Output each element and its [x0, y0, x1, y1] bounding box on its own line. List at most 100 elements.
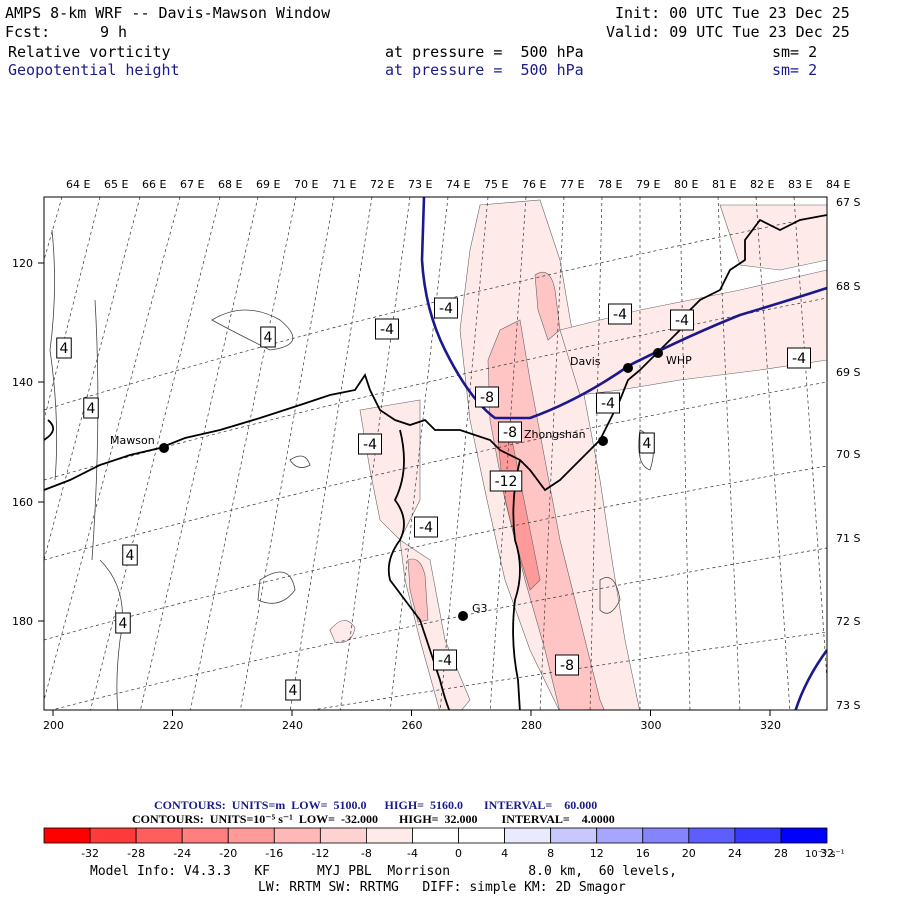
- svg-text:-8: -8: [503, 425, 517, 441]
- colorbar-label: 8: [547, 847, 554, 860]
- vorticity-contours: [49, 229, 654, 710]
- colorbar-swatch: [412, 827, 459, 844]
- svg-text:-8: -8: [560, 658, 574, 674]
- latitude-label: 71 S: [836, 532, 860, 545]
- svg-text:-4: -4: [439, 301, 453, 317]
- colorbar-swatch: [227, 827, 275, 844]
- station-label: G3: [472, 602, 488, 615]
- y-tick-label: 180: [12, 615, 33, 628]
- colorbar-swatch: [596, 827, 644, 844]
- longitude-label: 76 E: [522, 178, 546, 191]
- colorbar-label: 12: [590, 847, 604, 860]
- station-zhongshan[interactable]: Zhongshan: [524, 428, 608, 446]
- svg-text:4: 4: [643, 436, 652, 452]
- plot-frame: [43, 196, 828, 711]
- longitude-labels: 64 E 65 E 66 E 67 E 68 E 69 E 70 E 71 E 72 E 73 E…: [66, 178, 850, 191]
- colorbar-swatch: [780, 827, 828, 844]
- contour-label: -4: [596, 392, 620, 414]
- y-tick-label: 120: [12, 257, 33, 270]
- longitude-label: 75 E: [484, 178, 508, 191]
- colorbar-label: -32: [81, 847, 99, 860]
- longitude-label: 70 E: [294, 178, 318, 191]
- colorbar-label: 24: [728, 847, 742, 860]
- vorticity-contour-info: CONTOURS: UNITS=10⁻⁵ s⁻¹ LOW= -32.000 HI…: [132, 812, 615, 826]
- x-tick-label: 260: [402, 719, 423, 732]
- contour-label: -4: [787, 347, 811, 369]
- x-tick-label: 240: [282, 719, 303, 732]
- colorbar-label: -28: [127, 847, 145, 860]
- forecast-label: Fcst:: [5, 23, 51, 41]
- y-tick-label: 140: [12, 376, 33, 389]
- latitude-label: 67 S: [836, 196, 860, 209]
- longitude-label: 66 E: [142, 178, 166, 191]
- colorbar-swatch: [688, 827, 736, 844]
- x-tick-label: 200: [43, 719, 64, 732]
- contour-label: 4: [83, 397, 99, 419]
- station-label: Davis: [570, 355, 601, 368]
- station-label: WHP: [666, 354, 692, 367]
- station-mawson[interactable]: Mawson: [110, 434, 169, 453]
- latitude-labels: 67 S 68 S 69 S 70 S 71 S 72 S 73 S: [836, 196, 860, 712]
- colorbar-label: -16: [265, 847, 283, 860]
- longitude-label: 78 E: [598, 178, 622, 191]
- contour-label: -4: [608, 303, 632, 325]
- contour-label: 4: [122, 544, 138, 566]
- colorbar-swatch: [642, 827, 690, 844]
- station-davis[interactable]: Davis: [570, 355, 633, 373]
- field1-level: at pressure = 500 hPa: [385, 43, 584, 61]
- colorbar-swatch: [504, 827, 552, 844]
- svg-text:-4: -4: [419, 520, 433, 536]
- contour-label: -12: [489, 470, 523, 492]
- field1-name: Relative vorticity: [8, 43, 171, 61]
- svg-text:4: 4: [289, 683, 298, 699]
- contour-label: -8: [475, 386, 499, 408]
- longitude-label: 80 E: [674, 178, 698, 191]
- contour-label: -4: [670, 309, 694, 331]
- init-time: Init: 00 UTC Tue 23 Dec 25: [615, 4, 850, 22]
- field2-name: Geopotential height: [8, 61, 180, 79]
- valid-time: Valid: 09 UTC Tue 23 Dec 25: [606, 23, 850, 41]
- svg-text:4: 4: [264, 330, 273, 346]
- contour-label: 4: [260, 326, 276, 348]
- x-tick-label: 280: [521, 719, 542, 732]
- svg-text:-4: -4: [438, 653, 452, 669]
- x-tick-label: 320: [760, 719, 781, 732]
- longitude-label: 69 E: [256, 178, 280, 191]
- title: AMPS 8-km WRF -- Davis-Mawson Window: [5, 4, 331, 22]
- svg-text:4: 4: [87, 401, 96, 417]
- contour-label: 4: [639, 432, 655, 454]
- svg-text:4: 4: [60, 341, 69, 357]
- colorbar-swatch: [319, 827, 367, 844]
- contour-label: -4: [433, 649, 457, 671]
- model-info: Model Info: V4.3.3 KF MYJ PBL Morrison 8…: [90, 864, 677, 879]
- longitude-label: 71 E: [332, 178, 356, 191]
- field2-smoothing: sm= 2: [772, 61, 818, 79]
- latitude-label: 70 S: [836, 448, 860, 461]
- svg-text:4: 4: [126, 548, 135, 564]
- colorbar-label: 32: [820, 847, 834, 860]
- model-physics: LW: RRTM SW: RRTMG DIFF: simple KM: 2D S…: [258, 880, 626, 895]
- svg-text:-4: -4: [792, 351, 806, 367]
- colorbar-label: 4: [501, 847, 508, 860]
- contour-label: -4: [358, 433, 382, 455]
- svg-text:-4: -4: [601, 396, 615, 412]
- longitude-label: 67 E: [180, 178, 204, 191]
- colorbar-label: -20: [219, 847, 237, 860]
- svg-text:-8: -8: [480, 390, 494, 406]
- station-label: Mawson: [110, 434, 155, 447]
- longitude-label: 68 E: [218, 178, 242, 191]
- contour-label: 4: [285, 679, 301, 701]
- longitude-label: 74 E: [446, 178, 470, 191]
- contour-label: 4: [115, 612, 131, 634]
- colorbar: -32 -28 -24 -20 -16 -12 -8 -4 0 4 8 12 16 20 24 28 3210⁻…: [43, 827, 845, 860]
- station-g3[interactable]: G3: [458, 602, 488, 621]
- longitude-label: 72 E: [370, 178, 394, 191]
- contour-label: 4: [56, 337, 72, 359]
- svg-text:-4: -4: [675, 313, 689, 329]
- height-contour-info: CONTOURS: UNITS=m LOW= 5100.0 HIGH= 5160…: [154, 798, 598, 812]
- svg-text:-4: -4: [380, 322, 394, 338]
- contour-labels: 4 4 4 4 4 4 4 -4 -4 -4 -4 -4 -4 -4 -4 -4 -8 -8 -8 -12: [56, 297, 811, 701]
- colorbar-label: -8: [361, 847, 372, 860]
- station-whp[interactable]: WHP: [653, 348, 692, 367]
- longitude-label: 84 E: [826, 178, 850, 191]
